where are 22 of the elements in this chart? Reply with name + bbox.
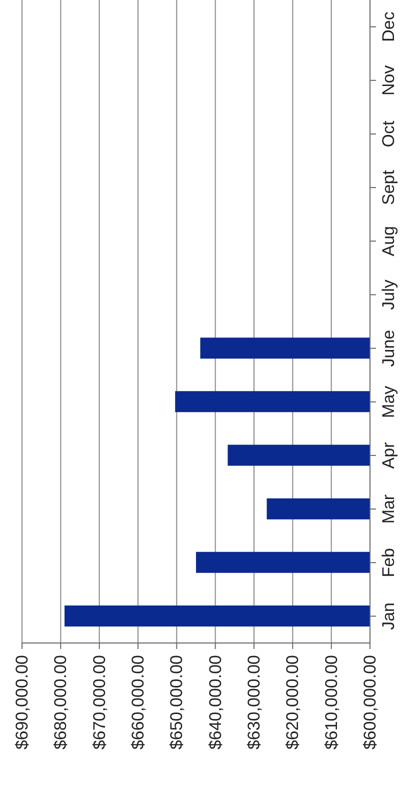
x-tick-label: $670,000.00: [90, 655, 109, 750]
y-tick-label: Sept: [379, 170, 398, 206]
y-tick-label: Jan: [379, 602, 398, 630]
x-tick-label: $610,000.00: [322, 655, 341, 750]
y-tick-label: Mar: [379, 494, 398, 524]
y-tick-label: Apr: [379, 442, 398, 469]
y-tick-label: July: [379, 279, 398, 310]
x-tick-label: $630,000.00: [244, 655, 264, 750]
y-tick-label: Feb: [379, 548, 398, 578]
x-tick-label: $650,000.00: [167, 655, 186, 750]
y-tick-label: Aug: [379, 226, 398, 256]
x-tick-label: $690,000.00: [12, 655, 32, 750]
y-tick-label: May: [379, 385, 398, 418]
y-tick-label: Oct: [379, 120, 398, 148]
y-tick-label: June: [379, 330, 398, 367]
x-tick-label: $620,000.00: [283, 655, 302, 750]
x-tick-label: $600,000.00: [360, 655, 380, 750]
y-tick-label: Nov: [379, 64, 398, 96]
y-tick-label: Dec: [379, 11, 398, 42]
x-tick-label: $660,000.00: [128, 655, 148, 750]
x-tick-label: $640,000.00: [206, 655, 225, 750]
x-tick-label: $680,000.00: [51, 655, 70, 750]
